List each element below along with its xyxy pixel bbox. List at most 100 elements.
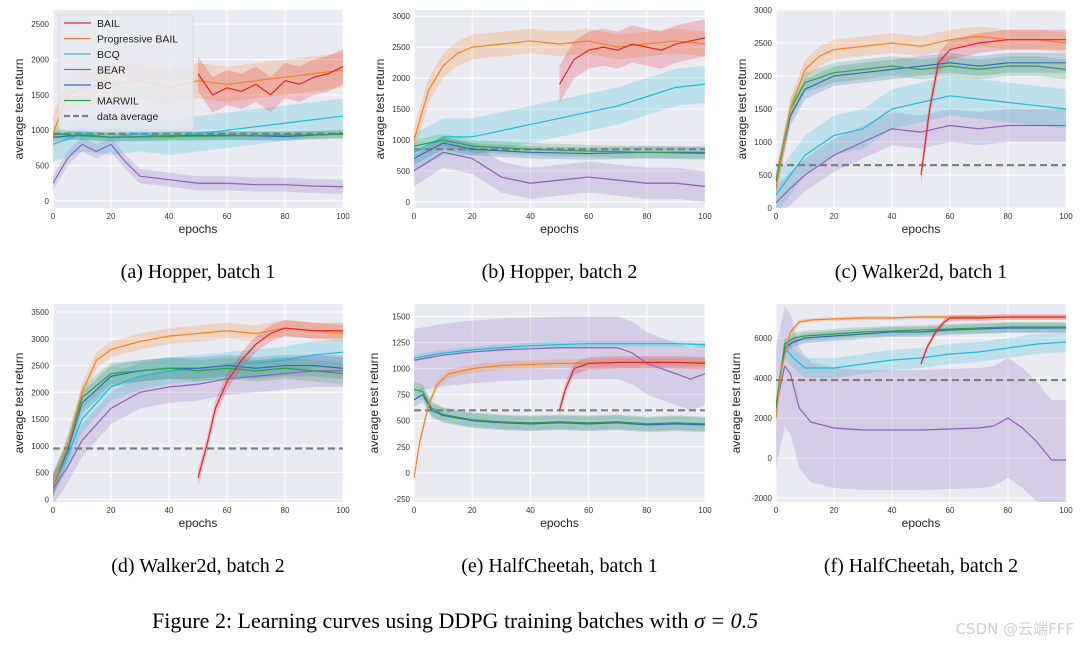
x-tick-label: 80 xyxy=(1004,506,1013,515)
series-line-bc xyxy=(53,364,343,487)
y-tick-label: 250 xyxy=(397,443,411,452)
x-tick-label: 60 xyxy=(584,506,593,515)
x-tick-label: 0 xyxy=(51,506,56,515)
y-tick-label: 2000 xyxy=(754,414,772,423)
band-progressive-bail xyxy=(776,26,1066,199)
series-line-bcq xyxy=(414,343,705,359)
band-bail xyxy=(198,320,343,486)
series-line-marwil xyxy=(53,133,343,138)
series-line-bc xyxy=(53,133,343,138)
series-line-bear xyxy=(53,143,343,188)
band-bail xyxy=(921,314,1066,367)
x-tick-label: 60 xyxy=(223,212,232,221)
y-axis-label: average test return xyxy=(12,59,26,160)
y-tick-label: 2500 xyxy=(31,20,49,29)
x-tick-label: 20 xyxy=(468,506,477,515)
series-line-bc xyxy=(776,327,1066,409)
series-line-bear xyxy=(776,124,1066,204)
y-tick-label: 2000 xyxy=(392,74,410,83)
legend-label-bear: BEAR xyxy=(97,65,126,77)
series-line-marwil xyxy=(53,367,343,487)
x-tick-label: 40 xyxy=(165,506,174,515)
x-axis-label: epochs xyxy=(902,516,941,530)
y-tick-label: 0 xyxy=(406,469,411,478)
x-tick-label: 80 xyxy=(281,212,290,221)
legend-label-bc: BC xyxy=(97,80,112,92)
x-tick-label: 60 xyxy=(946,212,955,221)
y-tick-label: 2000 xyxy=(31,56,49,65)
band-bail xyxy=(198,48,343,113)
x-tick-label: 100 xyxy=(698,212,712,221)
band-bear xyxy=(53,354,343,502)
series-line-bear xyxy=(53,370,343,489)
y-tick-label: 6000 xyxy=(754,334,772,343)
band-bc xyxy=(776,52,1066,192)
x-tick-label: 60 xyxy=(584,212,593,221)
y-tick-label: 3000 xyxy=(392,12,410,21)
x-tick-label: 60 xyxy=(946,506,955,515)
series-line-marwil xyxy=(776,326,1066,407)
caption-sigma: σ = 0.5 xyxy=(694,608,758,633)
y-tick-label: 4000 xyxy=(754,374,772,383)
x-axis-label: epochs xyxy=(902,222,941,236)
band-marwil xyxy=(414,382,705,432)
series-line-bear xyxy=(414,151,705,187)
y-tick-label: 3000 xyxy=(31,335,49,344)
subfigure-caption: (e) HalfCheetah, batch 1 xyxy=(461,555,658,577)
x-tick-label: 100 xyxy=(336,506,350,515)
y-tick-label: 0 xyxy=(45,495,50,504)
x-tick-label: 100 xyxy=(1059,506,1073,515)
plot-layer xyxy=(53,320,343,502)
x-tick-label: 60 xyxy=(223,506,232,515)
x-tick-label: 100 xyxy=(336,212,350,221)
x-tick-label: 80 xyxy=(1004,212,1013,221)
x-tick-label: 100 xyxy=(698,506,712,515)
subfigure-caption: (b) Hopper, batch 2 xyxy=(482,261,638,283)
y-tick-label: 1000 xyxy=(392,365,410,374)
band-bcq xyxy=(776,76,1066,208)
subfigure-caption: (f) HalfCheetah, batch 2 xyxy=(824,555,1018,577)
series-line-bcq xyxy=(776,341,1066,409)
series-line-bcq xyxy=(414,83,705,153)
y-tick-label: 2500 xyxy=(754,39,772,48)
y-tick-label: 1500 xyxy=(31,91,49,100)
y-tick-label: -250 xyxy=(394,495,411,504)
x-tick-label: 20 xyxy=(830,212,839,221)
y-tick-label: 500 xyxy=(36,162,50,171)
chart-f: 0 20 40 60 80 100-20000200040006000epochsaver… xyxy=(729,304,1073,577)
band-bail xyxy=(921,29,1066,185)
series-line-marwil xyxy=(776,65,1066,182)
x-tick-label: 0 xyxy=(774,506,779,515)
y-tick-label: 0 xyxy=(45,197,50,206)
plot-layer xyxy=(53,48,343,194)
series-line-bail xyxy=(920,316,1066,365)
band-bc xyxy=(776,323,1066,413)
series-line-bail xyxy=(558,37,705,85)
series-line-progressive-bail xyxy=(414,40,705,141)
x-tick-label: 40 xyxy=(526,506,535,515)
x-axis-label: epochs xyxy=(540,222,579,236)
y-axis-label: average test return xyxy=(729,353,743,454)
y-tick-label: 500 xyxy=(759,171,773,180)
y-axis-label: average test return xyxy=(735,59,749,160)
chart-e: 0 20 40 60 80 100-2500250500750100012501500ep… xyxy=(367,304,712,577)
caption-prefix: Figure 2: Learning curves using DDPG tra… xyxy=(152,608,694,633)
x-axis-label: epochs xyxy=(540,516,579,530)
x-tick-label: 80 xyxy=(281,506,290,515)
band-bcq xyxy=(53,338,343,497)
watermark: CSDN @云端FFF xyxy=(956,620,1074,638)
band-bear xyxy=(776,306,1066,502)
band-marwil xyxy=(414,133,705,160)
subfigure-caption: (a) Hopper, batch 1 xyxy=(121,261,276,283)
y-tick-label: 500 xyxy=(397,417,411,426)
plot-layer xyxy=(776,306,1066,502)
series-line-marwil xyxy=(414,388,705,425)
y-tick-label: 1500 xyxy=(754,105,772,114)
y-tick-label: 2500 xyxy=(392,43,410,52)
legend-label-bail: BAIL xyxy=(97,18,120,30)
y-tick-label: 1500 xyxy=(392,105,410,114)
y-tick-label: 1000 xyxy=(31,126,49,135)
series-line-bail xyxy=(197,327,343,479)
y-tick-label: 3500 xyxy=(31,308,49,317)
